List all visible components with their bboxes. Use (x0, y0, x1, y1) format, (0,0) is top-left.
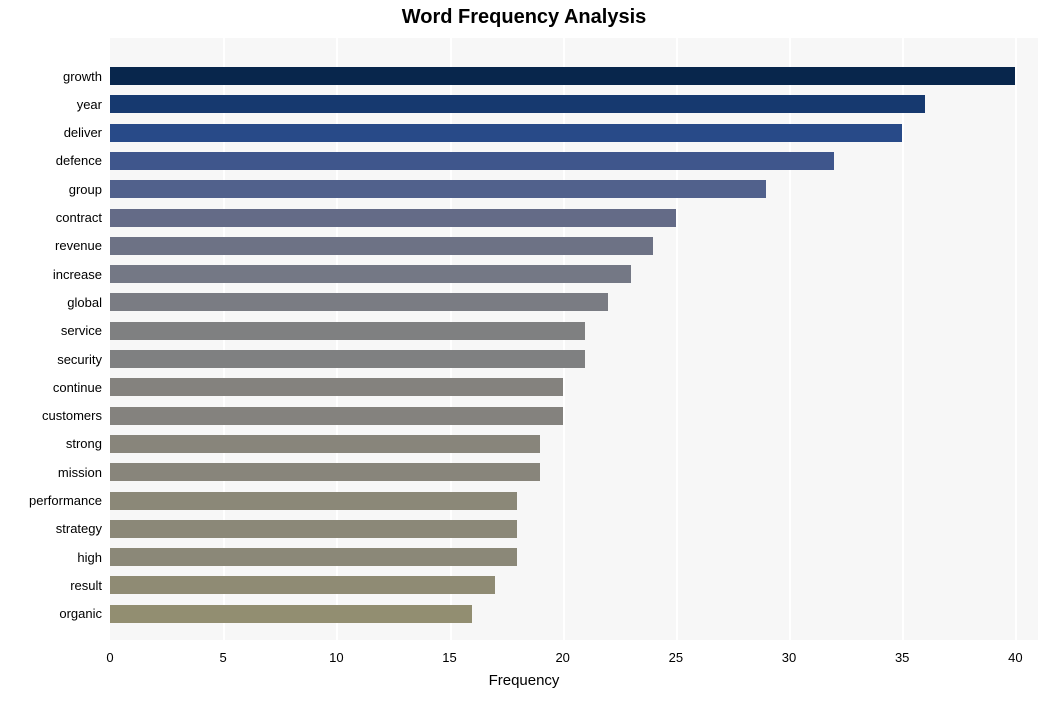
gridline (902, 38, 904, 640)
x-tick: 0 (106, 650, 113, 665)
y-tick-label: result (0, 578, 102, 593)
y-tick-label: defence (0, 153, 102, 168)
x-tick: 15 (442, 650, 456, 665)
bar (110, 548, 517, 566)
x-tick: 40 (1008, 650, 1022, 665)
bar (110, 520, 517, 538)
y-tick-label: year (0, 97, 102, 112)
bar (110, 67, 1015, 85)
bar (110, 322, 585, 340)
bar (110, 463, 540, 481)
y-tick-label: increase (0, 267, 102, 282)
y-tick-label: organic (0, 606, 102, 621)
bar (110, 350, 585, 368)
x-tick: 35 (895, 650, 909, 665)
y-tick-label: group (0, 182, 102, 197)
bar (110, 435, 540, 453)
y-tick-label: strategy (0, 521, 102, 536)
y-tick-label: mission (0, 465, 102, 480)
gridline (1015, 38, 1017, 640)
bar (110, 124, 902, 142)
x-axis-title: Frequency (0, 672, 1048, 689)
x-tick: 30 (782, 650, 796, 665)
x-tick: 20 (555, 650, 569, 665)
bar (110, 492, 517, 510)
bar (110, 605, 472, 623)
y-tick-label: global (0, 295, 102, 310)
y-tick-label: service (0, 323, 102, 338)
y-tick-label: customers (0, 408, 102, 423)
y-tick-label: contract (0, 210, 102, 225)
bar (110, 237, 653, 255)
bar (110, 407, 563, 425)
y-tick-label: strong (0, 436, 102, 451)
bar (110, 265, 631, 283)
y-tick-label: security (0, 352, 102, 367)
y-tick-label: growth (0, 69, 102, 84)
x-tick: 10 (329, 650, 343, 665)
y-tick-label: performance (0, 493, 102, 508)
chart-container: Word Frequency Analysis growth year delive… (0, 0, 1048, 701)
y-tick-label: high (0, 550, 102, 565)
chart-title: Word Frequency Analysis (0, 6, 1048, 29)
y-tick-label: revenue (0, 238, 102, 253)
bar (110, 209, 676, 227)
y-tick-label: continue (0, 380, 102, 395)
bar (110, 293, 608, 311)
y-tick-label: deliver (0, 125, 102, 140)
bar (110, 180, 766, 198)
bar (110, 95, 925, 113)
bar (110, 378, 563, 396)
bar (110, 576, 495, 594)
x-tick: 25 (669, 650, 683, 665)
bar (110, 152, 834, 170)
x-tick: 5 (220, 650, 227, 665)
